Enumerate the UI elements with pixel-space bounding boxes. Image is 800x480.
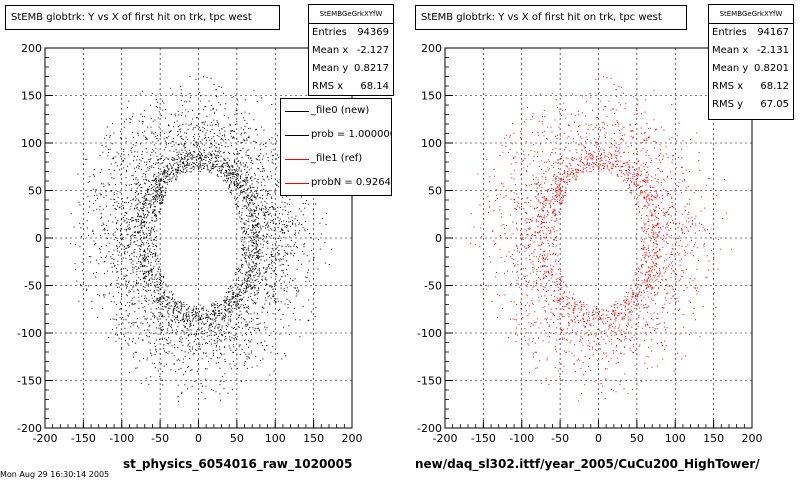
legend: _file0 (new) prob = 1.000000 _file1 (ref… (280, 98, 392, 196)
y-tick-label: 150 (21, 90, 42, 103)
date-stamp: Mon Aug 29 16:30:14 2005 (0, 470, 110, 479)
left-stats-box: StEMBGeGrkXYfW Entries 94369 Mean x -2.127… (308, 4, 394, 96)
x-tick-label: -150 (471, 432, 496, 445)
y-tick-label: 150 (421, 90, 442, 103)
x-tick-label: -100 (109, 432, 134, 445)
x-tick-label: -50 (551, 432, 569, 445)
plot-frame-border (44, 47, 353, 429)
y-tick-label: 50 (428, 185, 442, 198)
x-tick-label: -100 (509, 432, 534, 445)
x-tick-label: -200 (33, 432, 58, 445)
y-tick-label: -200 (17, 422, 42, 435)
y-tick-label: -150 (17, 375, 42, 388)
x-tick-label: 150 (303, 432, 324, 445)
right-x-axis-title: new/daq_sl302.ittf/year_2005/CuCu200_Hig… (415, 457, 760, 471)
right-title-box: StEMB globtrk: Y vs X of first hit on tr… (415, 5, 687, 30)
y-tick-label: 200 (21, 42, 42, 55)
right-stats-row: Mean y 0.8201 (712, 63, 789, 74)
right-plot: -200 -150 -100 -50 0 50 100 150 200 -200 -150 -100 -… (417, 42, 762, 445)
legend-entry: probN = 0.926411 (281, 172, 391, 195)
legend-swatch (285, 111, 309, 112)
x-tick-label: 100 (265, 432, 286, 445)
left-title-box: StEMB globtrk: Y vs X of first hit on tr… (5, 5, 280, 30)
x-tick-label: 50 (630, 432, 644, 445)
x-tick-label: 100 (665, 432, 686, 445)
y-tick-label: 0 (435, 232, 442, 245)
scatter-points (470, 76, 733, 402)
y-tick-label: 200 (421, 42, 442, 55)
right-stats-row: RMS x 68.12 (712, 81, 789, 92)
y-tick-label: -200 (417, 422, 442, 435)
x-tick-label: 200 (342, 432, 363, 445)
legend-swatch (285, 159, 309, 160)
left-stats-row: RMS x 68.14 (312, 81, 389, 92)
right-stats-row: Mean x -2.131 (712, 45, 789, 56)
legend-entry: prob = 1.000000 (281, 124, 391, 148)
x-tick-label: 50 (230, 432, 244, 445)
left-title: StEMB globtrk: Y vs X of first hit on tr… (11, 12, 252, 23)
x-tick-label: 0 (595, 432, 602, 445)
scatter-points (70, 76, 333, 402)
y-tick-label: -50 (24, 280, 42, 293)
left-stats-header: StEMBGeGrkXYfW (309, 5, 393, 24)
x-tick-label: 0 (195, 432, 202, 445)
x-tick-label: 150 (703, 432, 724, 445)
right-stats-header: StEMBGeGrkXYfW (709, 5, 793, 24)
plot-frame-border (444, 47, 753, 429)
right-stats-row: Entries 94167 (712, 27, 789, 38)
y-tick-label: 0 (35, 232, 42, 245)
right-stats-row: RMS y 67.05 (712, 99, 789, 110)
y-tick-label: 50 (28, 185, 42, 198)
x-tick-label: -50 (151, 432, 169, 445)
right-stats-box: StEMBGeGrkXYfW Entries 94167 Mean x -2.131… (708, 4, 794, 120)
y-tick-label: -100 (417, 327, 442, 340)
legend-swatch (285, 183, 309, 184)
legend-entry: _file1 (ref) (281, 148, 391, 172)
x-tick-label: -150 (71, 432, 96, 445)
legend-swatch (285, 135, 309, 136)
left-stats-row: Mean y 0.8217 (312, 63, 389, 74)
y-tick-label: 100 (21, 137, 42, 150)
left-stats-row: Entries 94369 (312, 27, 389, 38)
y-tick-label: -150 (417, 375, 442, 388)
legend-entry: _file0 (new) (281, 100, 391, 124)
x-tick-label: -200 (433, 432, 458, 445)
x-tick-label: 200 (742, 432, 763, 445)
y-tick-label: -50 (424, 280, 442, 293)
y-tick-label: 100 (421, 137, 442, 150)
right-title: StEMB globtrk: Y vs X of first hit on tr… (421, 12, 662, 23)
left-stats-row: Mean x -2.127 (312, 45, 389, 56)
y-tick-label: -100 (17, 327, 42, 340)
left-x-axis-title: st_physics_6054016_raw_1020005 (123, 457, 353, 471)
